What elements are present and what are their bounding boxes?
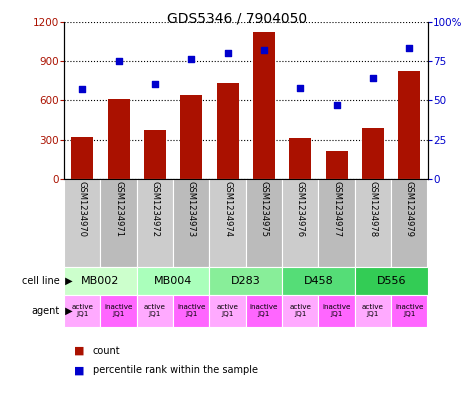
Bar [355, 267, 428, 295]
Text: active
JQ1: active JQ1 [217, 304, 238, 318]
Text: GSM1234978: GSM1234978 [369, 182, 378, 238]
Text: GSM1234973: GSM1234973 [187, 182, 196, 238]
Text: active
JQ1: active JQ1 [362, 304, 384, 318]
Bar [209, 179, 246, 267]
Bar [355, 295, 391, 327]
Bar [246, 179, 282, 267]
Point [78, 86, 86, 92]
Bar [282, 179, 318, 267]
Bar [180, 95, 202, 179]
Bar [289, 138, 311, 179]
Bar [137, 295, 173, 327]
Text: GSM1234970: GSM1234970 [78, 182, 87, 237]
Text: cell line: cell line [22, 276, 59, 286]
Text: GSM1234975: GSM1234975 [259, 182, 268, 237]
Bar [246, 295, 282, 327]
Text: D283: D283 [231, 276, 261, 286]
Bar [173, 179, 209, 267]
Bar [318, 295, 355, 327]
Text: inactive
JQ1: inactive JQ1 [323, 304, 351, 318]
Text: percentile rank within the sample: percentile rank within the sample [93, 365, 257, 375]
Bar [144, 130, 166, 179]
Text: ■: ■ [74, 345, 84, 356]
Point [151, 81, 159, 88]
Point [188, 56, 195, 62]
Bar [362, 128, 384, 179]
Bar [217, 83, 238, 179]
Point [260, 47, 268, 53]
Bar [253, 32, 275, 179]
Bar [391, 295, 428, 327]
Bar [137, 267, 209, 295]
Point [296, 84, 304, 91]
Bar [318, 179, 355, 267]
Text: inactive
JQ1: inactive JQ1 [104, 304, 133, 318]
Bar [101, 295, 137, 327]
Bar [64, 267, 137, 295]
Text: D556: D556 [376, 276, 406, 286]
Text: agent: agent [31, 306, 59, 316]
Bar [108, 99, 130, 179]
Text: ■: ■ [74, 365, 84, 375]
Bar [137, 179, 173, 267]
Text: active
JQ1: active JQ1 [144, 304, 166, 318]
Text: active
JQ1: active JQ1 [289, 304, 311, 318]
Text: ▶: ▶ [62, 306, 72, 316]
Point [369, 75, 377, 81]
Point [115, 58, 123, 64]
Text: GSM1234976: GSM1234976 [296, 182, 305, 238]
Bar [399, 72, 420, 179]
Text: MB002: MB002 [81, 276, 120, 286]
Bar [355, 179, 391, 267]
Point [224, 50, 231, 56]
Bar [326, 151, 348, 179]
Text: GSM1234974: GSM1234974 [223, 182, 232, 237]
Bar [64, 295, 101, 327]
Text: inactive
JQ1: inactive JQ1 [250, 304, 278, 318]
Text: D458: D458 [304, 276, 333, 286]
Text: GSM1234972: GSM1234972 [151, 182, 160, 237]
Text: MB004: MB004 [154, 276, 192, 286]
Bar [209, 295, 246, 327]
Bar [391, 179, 428, 267]
Bar [282, 295, 318, 327]
Bar [282, 267, 355, 295]
Text: inactive
JQ1: inactive JQ1 [177, 304, 206, 318]
Bar [173, 295, 209, 327]
Text: count: count [93, 345, 120, 356]
Text: ▶: ▶ [62, 276, 72, 286]
Bar [64, 179, 101, 267]
Text: GDS5346 / 7904050: GDS5346 / 7904050 [167, 12, 308, 26]
Bar [101, 179, 137, 267]
Text: inactive
JQ1: inactive JQ1 [395, 304, 424, 318]
Text: GSM1234977: GSM1234977 [332, 182, 341, 238]
Point [406, 45, 413, 51]
Point [333, 102, 341, 108]
Text: active
JQ1: active JQ1 [71, 304, 93, 318]
Bar [71, 137, 93, 179]
Bar [209, 267, 282, 295]
Text: GSM1234979: GSM1234979 [405, 182, 414, 237]
Text: GSM1234971: GSM1234971 [114, 182, 123, 237]
